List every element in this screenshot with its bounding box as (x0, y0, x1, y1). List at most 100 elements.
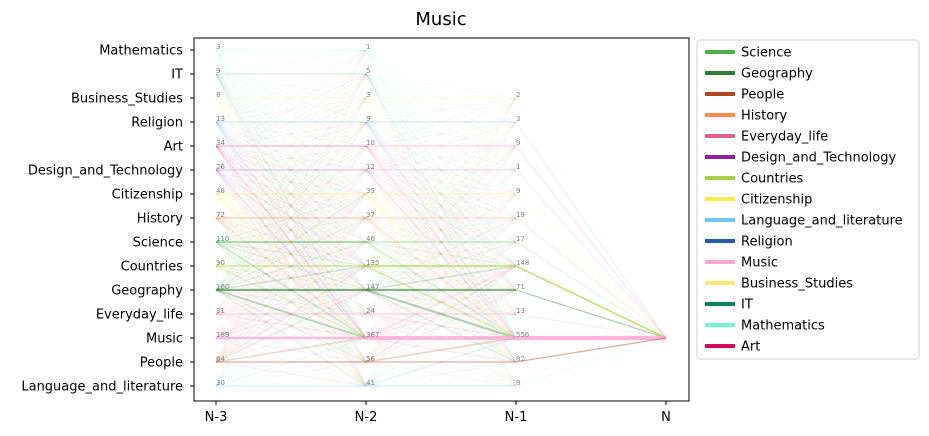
flow-line (215, 169, 367, 339)
flow-line (365, 193, 517, 219)
flow-line (215, 193, 367, 363)
flow-line (365, 49, 517, 267)
flow-line (215, 121, 367, 219)
flow-line (215, 49, 367, 195)
flow-line (215, 241, 367, 387)
flow-line (215, 73, 367, 123)
flow-line (215, 169, 367, 267)
count-label: 72 (216, 211, 225, 219)
flow-line (215, 97, 367, 147)
y-tick-label: Art (164, 140, 183, 155)
flow-line (215, 73, 367, 387)
flow-line (215, 361, 367, 387)
flow-line (365, 241, 517, 387)
legend-label: Design_and_Technology (741, 151, 896, 166)
flow-line (365, 121, 517, 315)
flow-line (365, 241, 517, 267)
flow-line (215, 121, 367, 387)
flow-line (215, 97, 367, 171)
flow-line (215, 265, 367, 363)
flow-line (365, 217, 517, 339)
flow-line (365, 145, 517, 171)
flow-line (365, 217, 517, 315)
flow-line (215, 193, 367, 267)
flow-line (365, 241, 517, 315)
flow-line (365, 121, 517, 339)
flow-line (215, 73, 367, 99)
flow-line (215, 121, 367, 363)
flow-line (215, 193, 367, 219)
flow-line (215, 97, 367, 195)
flow-line (365, 121, 517, 171)
flow-line (365, 121, 517, 219)
count-label: 367 (366, 331, 379, 339)
flow-line (365, 73, 517, 99)
flow-line (215, 121, 367, 147)
y-tick-label: Design_and_Technology (28, 164, 183, 179)
flow-line (365, 193, 517, 291)
flow-line (365, 97, 517, 195)
count-label: 110 (216, 235, 229, 243)
flow-line (215, 241, 367, 387)
flow-line (365, 145, 517, 339)
flow-line (365, 73, 517, 147)
flow-line (365, 241, 517, 363)
flow-line (365, 169, 517, 387)
flow-line (215, 97, 367, 123)
flow-line (365, 73, 517, 219)
flow-line (515, 121, 667, 339)
legend-label: Mathematics (741, 319, 825, 334)
flow-line (515, 217, 667, 339)
flow-line (215, 169, 367, 243)
chart-title: Music (415, 9, 466, 30)
flow-line (215, 145, 367, 267)
flow-line (215, 73, 367, 171)
flow-line (215, 121, 367, 267)
flow-line (215, 49, 367, 219)
flow-line (215, 145, 367, 219)
flow-line (365, 169, 517, 219)
flow-line (215, 193, 367, 339)
flow-line (365, 217, 517, 291)
flow-line (215, 97, 367, 291)
flow-line (215, 121, 367, 315)
flow-line (215, 289, 367, 363)
flow-line (215, 49, 367, 387)
flow-line (215, 217, 367, 315)
flow-line (215, 49, 367, 171)
count-label: 24 (366, 307, 375, 315)
flow-line (365, 73, 517, 195)
flow-line (365, 145, 517, 267)
flow-line (365, 121, 517, 195)
flow-line (365, 73, 517, 315)
flow-line (215, 217, 367, 243)
flow-line (365, 121, 517, 339)
x-axis: N-3 N-2 N-1 N (205, 401, 671, 425)
flow-line (215, 289, 367, 363)
flow-line (215, 337, 367, 387)
flow-line (215, 49, 367, 315)
y-tick-label: IT (171, 68, 183, 83)
flow-line (365, 169, 517, 243)
plot-frame (193, 37, 690, 402)
count-label: 34 (216, 139, 225, 147)
flow-line (365, 169, 517, 195)
flow-line (215, 73, 367, 387)
legend-label: Language_and_literature (741, 214, 903, 229)
flow-line (365, 169, 517, 243)
flow-line (365, 121, 517, 243)
flow-line (365, 145, 517, 195)
flow-line (215, 193, 367, 243)
flow-line (365, 121, 517, 291)
count-label: 41 (366, 379, 375, 387)
flow-line (215, 265, 367, 387)
flow-line (215, 313, 367, 387)
flow-line (365, 49, 517, 171)
flow-line (365, 145, 517, 243)
count-label: 37 (366, 211, 375, 219)
flow-line (515, 289, 667, 339)
y-axis: Mathematics IT Business_Studies Religion Art… (21, 44, 194, 395)
flow-line (215, 121, 367, 171)
y-tick-label: Citizenship (112, 188, 183, 203)
flow-line (365, 217, 517, 267)
